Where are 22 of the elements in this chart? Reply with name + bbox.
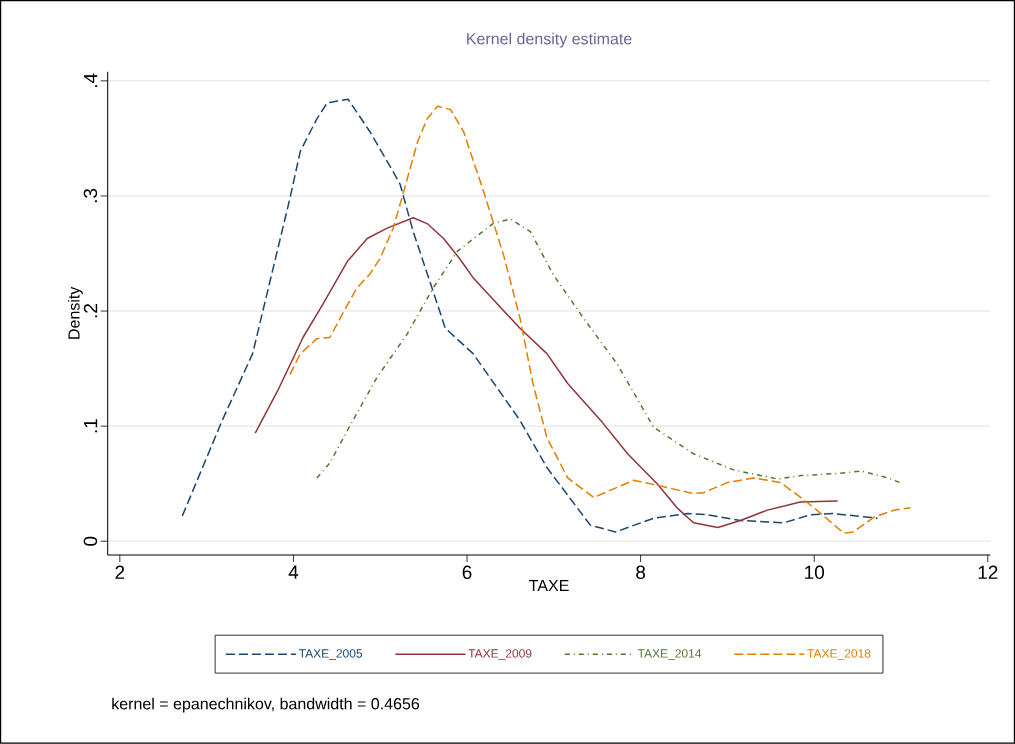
x-tick-label: 8 <box>636 565 646 580</box>
y-tick-label: 0 <box>83 536 98 546</box>
text: TAXE_2009 <box>468 649 532 661</box>
y-axis-title: Density <box>67 286 83 339</box>
text: TAXE_2005 <box>298 649 363 661</box>
x-axis-title: TAXE <box>529 580 569 592</box>
y-tick-label: .3 <box>83 188 98 203</box>
chart-title: Kernel density estimate <box>467 32 632 48</box>
line-series <box>289 105 912 535</box>
x-tick-label: 2 <box>115 565 125 579</box>
x-tick-label: 6 <box>462 565 472 580</box>
x-tick-label: 4 <box>288 565 299 579</box>
y-tick-label: .1 <box>84 419 98 433</box>
x-tick-label: 12 <box>978 565 998 579</box>
x-tick-label: 10 <box>805 565 825 580</box>
text: TAXE_2018 <box>807 649 871 661</box>
text: kernel = epanechnikov, bandwidth = 0.4656 <box>112 697 420 713</box>
line-series <box>181 98 879 533</box>
y-tick-label: .2 <box>83 304 98 318</box>
text: TAXE_2014 <box>637 649 702 661</box>
line-series <box>254 217 839 529</box>
y-tick-label: .4 <box>84 73 98 88</box>
